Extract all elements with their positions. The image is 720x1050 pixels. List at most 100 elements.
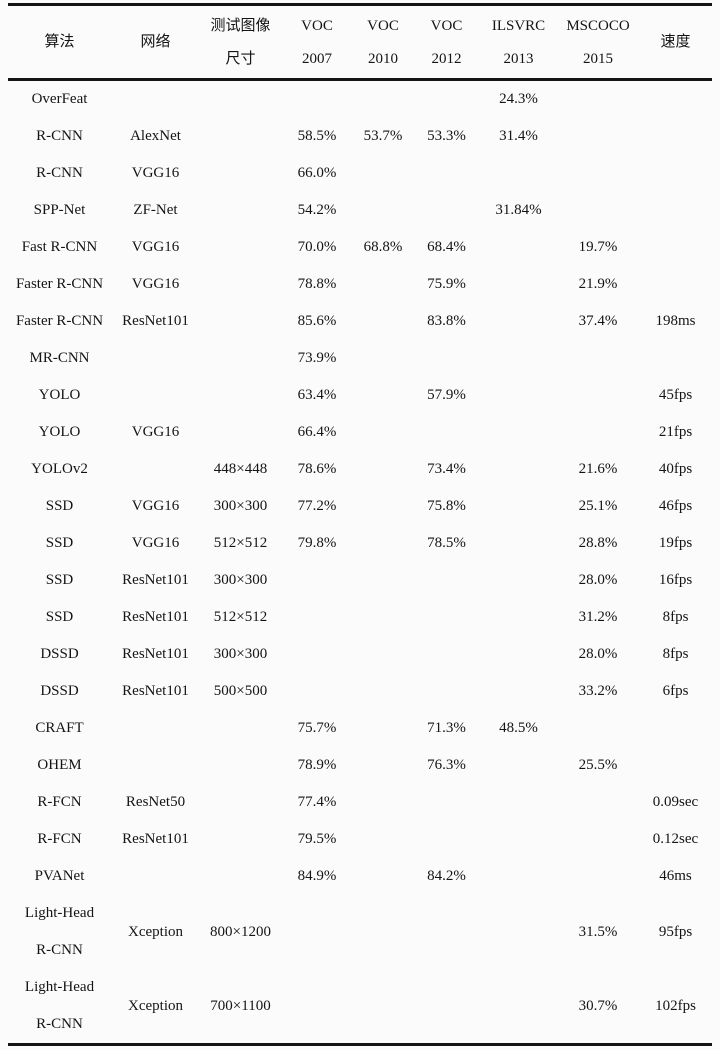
cell-voc2010 [353, 969, 413, 1045]
table-row: Light-Head R-CNN Xception 700×1100 30.7% 102… [8, 969, 712, 1045]
cell-network: ResNet101 [122, 572, 189, 588]
cell-voc2010 [353, 414, 413, 451]
cell-voc2012 [413, 599, 480, 636]
cell-mscoco2015: 28.0% [578, 646, 618, 662]
cell-mscoco2015: 30.7% [578, 997, 618, 1014]
cell-speed [639, 266, 712, 303]
col-header-algorithm: 算法 [8, 4, 111, 81]
cell-input-size [200, 303, 281, 340]
cell-voc2012: 73.4% [427, 461, 466, 477]
cell-voc2007 [281, 636, 353, 673]
cell-network [111, 377, 200, 414]
cell-speed [639, 80, 712, 119]
cell-speed: 8fps [662, 646, 689, 662]
cell-input-size [200, 747, 281, 784]
cell-voc2012: 68.4% [427, 239, 466, 255]
table-row: R-CNN AlexNet 58.5% 53.7% 53.3% 31.4% [8, 118, 712, 155]
header-label: 2010 [368, 50, 398, 67]
cell-ilsvrc2013 [480, 414, 557, 451]
cell-voc2012: 71.3% [427, 720, 466, 736]
cell-mscoco2015 [557, 192, 639, 229]
cell-ilsvrc2013: 31.84% [495, 202, 542, 218]
cell-mscoco2015 [557, 784, 639, 821]
cell-network: ResNet101 [122, 646, 189, 662]
cell-voc2007: 77.4% [297, 794, 337, 810]
cell-voc2010 [353, 784, 413, 821]
cell-algorithm: Faster R-CNN [15, 276, 104, 292]
cell-voc2007: 78.9% [297, 757, 337, 773]
header-row: 算法 网络 测试图像 尺寸 VOC 2007 VOC 2010 [8, 4, 712, 81]
cell-voc2012 [413, 340, 480, 377]
cell-mscoco2015 [557, 340, 639, 377]
cell-voc2010 [353, 80, 413, 119]
cell-network: VGG16 [131, 424, 180, 440]
cell-mscoco2015: 19.7% [578, 239, 618, 255]
cell-mscoco2015: 33.2% [578, 683, 618, 699]
col-header-voc2012: VOC 2012 [413, 4, 480, 81]
cell-input-size [200, 377, 281, 414]
table-body: OverFeat 24.3% R-CNN AlexNet 58.5% 53.7% 53.3%… [8, 80, 712, 1045]
col-header-ilsvrc2013: ILSVRC 2013 [480, 4, 557, 81]
table-row: SSD VGG16 512×512 79.8% 78.5% 28.8% 19fps [8, 525, 712, 562]
cell-input-size: 700×1100 [210, 997, 271, 1014]
cell-input-size: 800×1200 [210, 923, 271, 940]
cell-ilsvrc2013 [480, 525, 557, 562]
cell-ilsvrc2013: 48.5% [499, 720, 538, 736]
col-header-network: 网络 [111, 4, 200, 81]
cell-voc2007: 63.4% [297, 387, 337, 403]
table-header: 算法 网络 测试图像 尺寸 VOC 2007 VOC 2010 [8, 4, 712, 81]
cell-speed [639, 155, 712, 192]
col-header-input-size: 测试图像 尺寸 [200, 4, 281, 81]
cell-speed [639, 118, 712, 155]
table-row: Faster R-CNN VGG16 78.8% 75.9% 21.9% [8, 266, 712, 303]
cell-input-size [200, 858, 281, 895]
table-row: Faster R-CNN ResNet101 85.6% 83.8% 37.4% 198m… [8, 303, 712, 340]
cell-algorithm: SSD [45, 572, 74, 588]
cell-mscoco2015 [557, 118, 639, 155]
cell-voc2010 [353, 636, 413, 673]
cell-input-size [200, 266, 281, 303]
cell-voc2012 [413, 821, 480, 858]
cell-voc2010 [353, 340, 413, 377]
table-row: PVANet 84.9% 84.2% 46ms [8, 858, 712, 895]
cell-network [111, 858, 200, 895]
cell-mscoco2015: 21.6% [578, 461, 618, 477]
cell-network [111, 747, 200, 784]
cell-voc2007: 70.0% [297, 239, 337, 255]
cell-algorithm: Fast R-CNN [21, 239, 98, 255]
cell-speed: 6fps [662, 683, 689, 699]
table-row: MR-CNN 73.9% [8, 340, 712, 377]
cell-voc2012 [413, 155, 480, 192]
cell-voc2010 [353, 377, 413, 414]
cell-mscoco2015 [557, 80, 639, 119]
table-row: SSD ResNet101 300×300 28.0% 16fps [8, 562, 712, 599]
header-label: ILSVRC [491, 17, 546, 34]
cell-speed [639, 340, 712, 377]
cell-algorithm: CRAFT [35, 720, 84, 736]
cell-voc2012 [413, 562, 480, 599]
cell-voc2007: 78.8% [297, 276, 337, 292]
cell-voc2010 [353, 488, 413, 525]
cell-algorithm: OHEM [37, 757, 82, 773]
cell-algorithm: OverFeat [31, 91, 88, 107]
cell-voc2007: 58.5% [297, 128, 337, 144]
cell-algorithm: Faster R-CNN [15, 313, 104, 329]
cell-voc2012: 75.9% [427, 276, 466, 292]
cell-algorithm: PVANet [34, 868, 85, 884]
table-row: YOLO VGG16 66.4% 21fps [8, 414, 712, 451]
cell-voc2010 [353, 858, 413, 895]
cell-input-size: 512×512 [213, 535, 268, 551]
cell-voc2007: 73.9% [297, 350, 337, 366]
cell-input-size [200, 784, 281, 821]
cell-mscoco2015 [557, 710, 639, 747]
cell-network: Xception [128, 997, 183, 1014]
cell-voc2007: 78.6% [297, 461, 337, 477]
cell-network: VGG16 [131, 165, 180, 181]
cell-voc2007: 54.2% [297, 202, 337, 218]
cell-network: VGG16 [131, 498, 180, 514]
table-row: CRAFT 75.7% 71.3% 48.5% [8, 710, 712, 747]
header-label: 算法 [44, 34, 75, 50]
cell-speed: 0.12sec [652, 831, 699, 847]
cell-network: VGG16 [131, 535, 180, 551]
table-row: SPP-Net ZF-Net 54.2% 31.84% [8, 192, 712, 229]
